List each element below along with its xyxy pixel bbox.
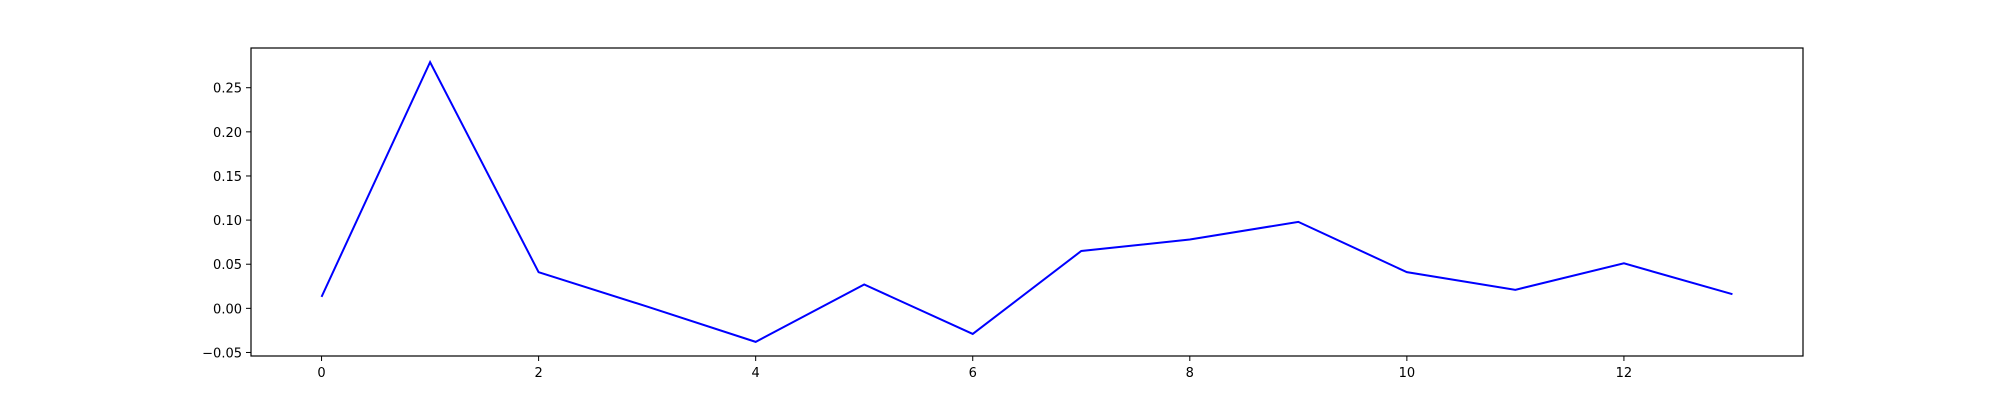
x-tick-label: 6 <box>969 366 977 381</box>
y-tick-label: 0.15 <box>213 170 242 185</box>
x-tick-label: 0 <box>317 366 325 381</box>
x-tick-label: 12 <box>1616 366 1633 381</box>
x-tick-label: 4 <box>752 366 760 381</box>
y-axis: −0.05 0.00 0.05 0.10 0.15 0.20 0.25 <box>202 82 251 361</box>
plot-area-frame <box>250 47 1804 357</box>
y-tick-label: −0.05 <box>202 346 242 361</box>
x-tick-label: 8 <box>1186 366 1194 381</box>
x-tick-label: 10 <box>1399 366 1416 381</box>
series-line <box>320 59 1733 343</box>
y-tick-label: 0.00 <box>213 302 242 317</box>
y-tick-label: 0.05 <box>213 258 242 273</box>
y-tick-label: 0.25 <box>213 82 242 97</box>
y-tick-label: 0.20 <box>213 126 242 141</box>
x-axis: 0 2 4 6 8 10 12 <box>317 356 1632 381</box>
y-tick-label: 0.10 <box>213 214 242 229</box>
x-tick-label: 2 <box>534 366 542 381</box>
